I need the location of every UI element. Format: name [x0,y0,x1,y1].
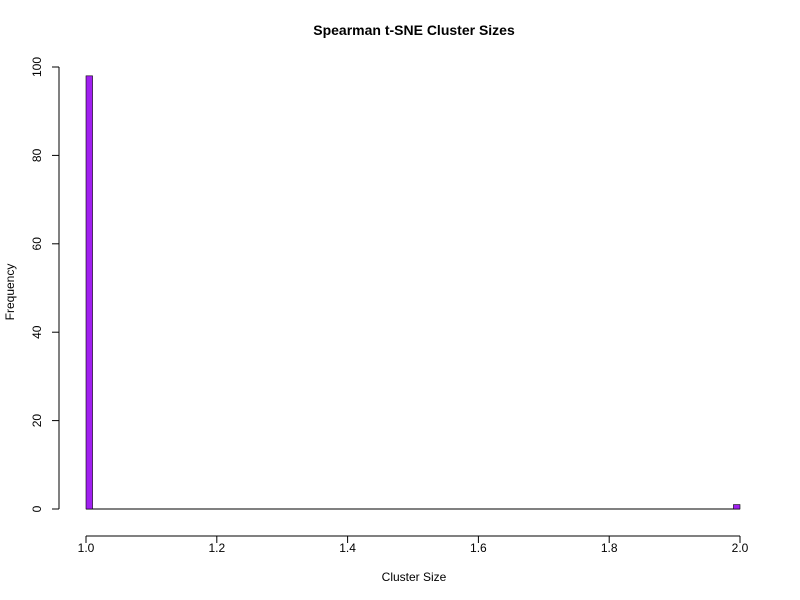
x-tick-label: 1.6 [470,541,487,555]
x-axis: 1.0 1.2 1.4 1.6 1.8 2.0 [78,535,749,555]
x-axis-label: Cluster Size [382,570,447,584]
y-tick-label: 60 [30,237,44,251]
y-tick-label: 0 [30,505,44,512]
x-tick-label: 1.4 [339,541,356,555]
x-tick-label: 2.0 [732,541,749,555]
histogram-bar-0 [85,75,93,510]
y-tick-label: 20 [30,414,44,428]
y-axis: 0 20 40 60 80 100 [30,57,60,512]
bars-group [85,75,741,510]
y-tick-label: 40 [30,325,44,339]
histogram-bar-1 [733,504,741,510]
x-tick-label: 1.0 [78,541,95,555]
y-axis-label: Frequency [3,264,17,321]
y-tick-label: 100 [30,57,44,77]
x-tick-label: 1.2 [208,541,225,555]
y-tick-label: 80 [30,148,44,162]
chart-title: Spearman t-SNE Cluster Sizes [313,22,515,38]
x-tick-label: 1.8 [601,541,618,555]
